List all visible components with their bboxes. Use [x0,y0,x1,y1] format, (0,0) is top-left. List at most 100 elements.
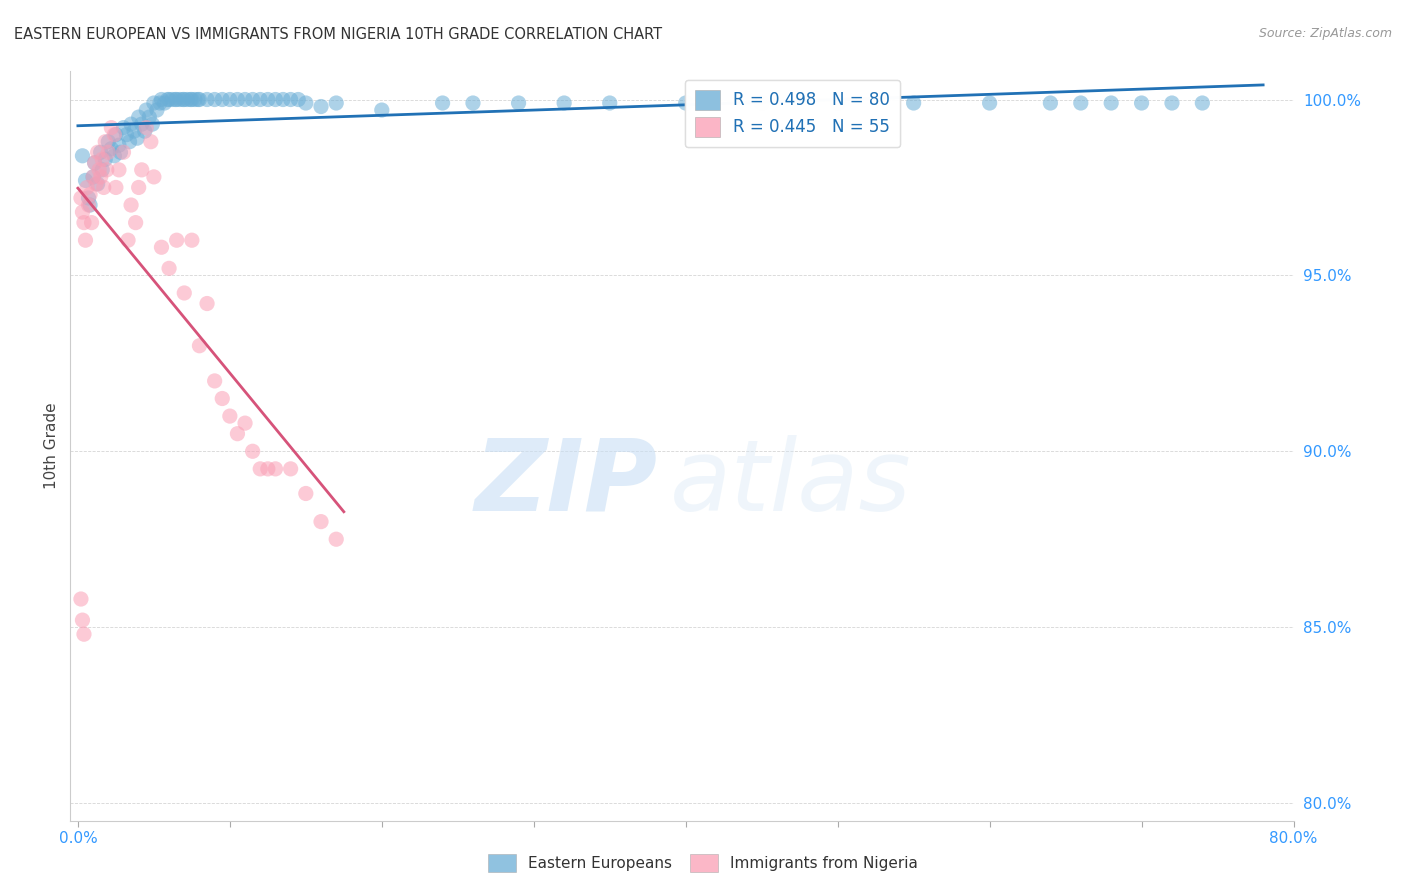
Point [233,416,256,430]
Point [264,462,287,476]
Point [1130,95,1153,110]
Point [180,233,202,247]
Point [82,169,104,184]
Point [82,169,104,184]
Point [979,95,1001,110]
Point [103,128,125,142]
Point [128,180,150,194]
Point [94,153,117,167]
Point [325,95,347,110]
Point [195,93,218,107]
Point [110,145,132,160]
Point [72,205,94,219]
Point [249,93,271,107]
Point [176,93,198,107]
Point [249,462,271,476]
Point [75,233,97,247]
Point [72,613,94,627]
Point [188,93,211,107]
Point [134,124,156,138]
Point [86,145,108,160]
Point [1099,95,1122,110]
Point [432,95,454,110]
Point [90,145,112,160]
Point [104,128,127,142]
Point [70,592,93,607]
Point [124,216,146,230]
Point [70,191,93,205]
Point [156,93,179,107]
Point [112,120,135,135]
Point [79,187,101,202]
Point [149,95,172,110]
Point [218,93,240,107]
Point [91,162,114,177]
Point [295,486,318,500]
Point [1191,95,1213,110]
Text: EASTERN EUROPEAN VS IMMIGRANTS FROM NIGERIA 10TH GRADE CORRELATION CHART: EASTERN EUROPEAN VS IMMIGRANTS FROM NIGE… [14,27,662,42]
Point [141,117,163,131]
Point [169,93,191,107]
Point [128,110,150,124]
Point [553,95,575,110]
Point [131,162,153,177]
Point [204,374,226,388]
Point [72,149,94,163]
Point [146,103,169,117]
Point [79,198,101,212]
Point [280,462,302,476]
Point [150,240,173,254]
Point [1039,95,1062,110]
Point [89,162,111,177]
Point [675,95,697,110]
Point [104,180,127,194]
Point [165,93,187,107]
Point [180,93,202,107]
Point [188,339,211,353]
Point [150,93,173,107]
Point [120,117,142,131]
Point [271,93,294,107]
Point [195,296,218,310]
Text: Source: ZipAtlas.com: Source: ZipAtlas.com [1258,27,1392,40]
Y-axis label: 10th Grade: 10th Grade [44,402,59,490]
Point [142,95,165,110]
Point [827,95,849,110]
Point [96,162,118,177]
Point [118,135,141,149]
Point [100,120,122,135]
Point [135,120,157,135]
Point [157,93,180,107]
Point [1161,95,1184,110]
Point [256,93,278,107]
Point [120,198,142,212]
Point [287,93,309,107]
Legend: R = 0.498   N = 80, R = 0.445   N = 55: R = 0.498 N = 80, R = 0.445 N = 55 [685,79,900,147]
Point [309,515,332,529]
Point [94,135,117,149]
Point [139,135,162,149]
Point [83,156,105,170]
Point [508,95,530,110]
Point [91,153,114,167]
Point [122,124,145,138]
Legend: Eastern Europeans, Immigrants from Nigeria: Eastern Europeans, Immigrants from Niger… [481,846,925,880]
Point [371,103,394,117]
Point [142,169,165,184]
Text: ZIP: ZIP [474,435,658,532]
Point [211,392,233,406]
Point [461,95,484,110]
Point [204,93,226,107]
Point [97,135,120,149]
Point [295,95,318,110]
Point [173,93,195,107]
Point [218,409,240,423]
Point [76,180,98,194]
Point [280,93,302,107]
Point [233,93,256,107]
Point [256,462,278,476]
Point [187,93,209,107]
Point [100,142,122,156]
Point [903,95,925,110]
Point [75,173,97,187]
